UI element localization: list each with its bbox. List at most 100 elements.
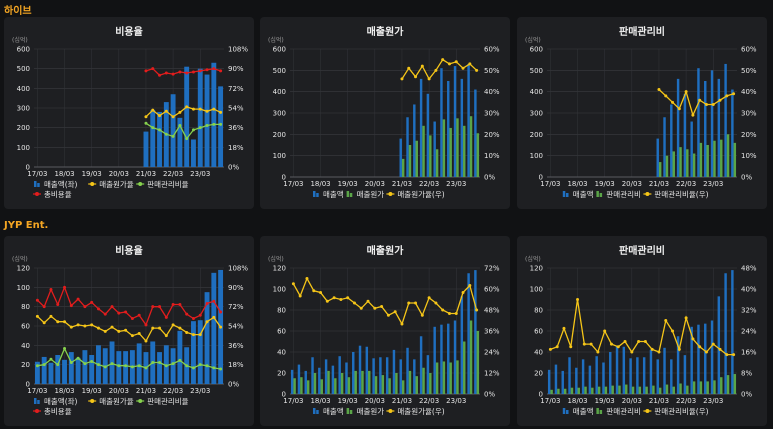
legend-swatch	[388, 409, 393, 413]
legend-label: 매출액	[323, 189, 344, 199]
y2-tick-label: 0%	[741, 391, 752, 399]
x-tick-label: 18/03	[567, 180, 587, 188]
point	[164, 364, 168, 368]
point	[427, 77, 431, 81]
point	[298, 294, 302, 298]
point	[454, 312, 458, 315]
y-tick-label: 0	[539, 174, 543, 182]
y-tick-label: 60	[534, 328, 543, 336]
bar	[676, 78, 680, 177]
x-tick-label: 18/03	[54, 387, 74, 395]
y-tick-label: 60	[277, 328, 286, 336]
y2-tick-label: 108%	[228, 265, 248, 273]
point	[164, 334, 168, 338]
y2-tick-label: 40%	[484, 88, 500, 96]
point	[191, 128, 195, 132]
x-tick-label: 17/03	[540, 180, 560, 188]
bar	[116, 351, 122, 384]
bar	[48, 362, 54, 384]
point	[117, 311, 121, 315]
point	[407, 301, 411, 305]
bar	[304, 370, 307, 394]
point	[219, 310, 223, 314]
legend-swatch	[35, 192, 39, 196]
legend-label: 매출액	[573, 406, 594, 416]
bar	[699, 381, 703, 394]
y-tick-label: 20	[21, 361, 30, 369]
point	[219, 325, 223, 329]
bar	[453, 66, 457, 177]
legend-swatch	[566, 193, 569, 197]
point	[691, 113, 695, 117]
point	[69, 304, 73, 308]
legend-label: 매출액(좌)	[44, 179, 78, 189]
y-tick-label: 600	[273, 46, 286, 54]
y-tick-label: 100	[273, 152, 286, 160]
point	[664, 94, 668, 98]
point	[576, 298, 580, 301]
y-tick-label: 0	[539, 391, 543, 399]
point	[35, 364, 39, 368]
bar	[625, 384, 628, 394]
bar	[474, 270, 477, 394]
chart-title: 비용율	[115, 27, 143, 38]
y-tick-label: 100	[530, 286, 543, 294]
bar	[170, 348, 176, 384]
point	[555, 345, 559, 349]
chart-panel-hybe-cogs: 매출원가 (십억) 0 100 200 300 400 500 600 0% 10% 20% 30%…	[260, 17, 510, 209]
y2-tick-label: 0%	[484, 391, 495, 399]
legend-swatch	[599, 410, 603, 414]
section-title-jyp: JYP Ent.	[4, 220, 49, 231]
y2-tick-label: 50%	[484, 67, 500, 75]
legend-swatch	[316, 193, 319, 197]
bar	[561, 370, 564, 394]
y-tick-label: 0	[26, 164, 30, 172]
point	[325, 299, 329, 303]
legend-swatch	[562, 191, 566, 197]
bar	[123, 351, 129, 384]
legend-swatch	[645, 409, 650, 413]
y-tick-label: 40	[21, 342, 30, 350]
bar	[476, 331, 480, 394]
y2-tick-label: 90%	[228, 284, 244, 292]
point	[137, 313, 141, 317]
legend-swatch	[138, 182, 143, 186]
point	[191, 70, 195, 74]
point	[332, 296, 336, 300]
bar	[720, 139, 723, 177]
y-tick-label: 400	[273, 88, 286, 96]
chart-svg: 0 100 200 300 400 500 600 0% 10% 20% 30% 40% 50% 60% 1…	[273, 46, 500, 200]
bar	[89, 355, 95, 384]
point	[393, 310, 397, 314]
bar	[692, 153, 696, 177]
point	[447, 312, 451, 315]
bar	[197, 68, 203, 167]
y2-tick-label: 108%	[228, 46, 248, 54]
bar	[581, 359, 585, 394]
chart-title: 판매관리비	[619, 27, 665, 38]
point	[562, 326, 566, 330]
y2-tick-label: 72%	[228, 303, 244, 311]
legend-swatch	[138, 399, 143, 403]
bar	[433, 121, 436, 177]
bar	[456, 118, 459, 177]
legend-swatch	[596, 191, 599, 197]
point	[158, 361, 162, 365]
bar	[595, 356, 598, 394]
point	[63, 347, 67, 351]
bar	[41, 356, 47, 384]
y2-tick-label: 10%	[484, 152, 500, 160]
point	[151, 361, 155, 365]
point	[596, 350, 600, 354]
bar	[352, 352, 355, 394]
x-tick-label: 23/03	[446, 180, 466, 188]
point	[124, 328, 128, 332]
bar	[177, 330, 183, 384]
point	[400, 322, 404, 326]
point	[441, 58, 445, 62]
bar	[618, 385, 621, 394]
point	[158, 326, 162, 330]
y-tick-label: 300	[530, 110, 543, 118]
x-tick-label: 19/03	[82, 387, 102, 395]
point	[475, 68, 479, 72]
